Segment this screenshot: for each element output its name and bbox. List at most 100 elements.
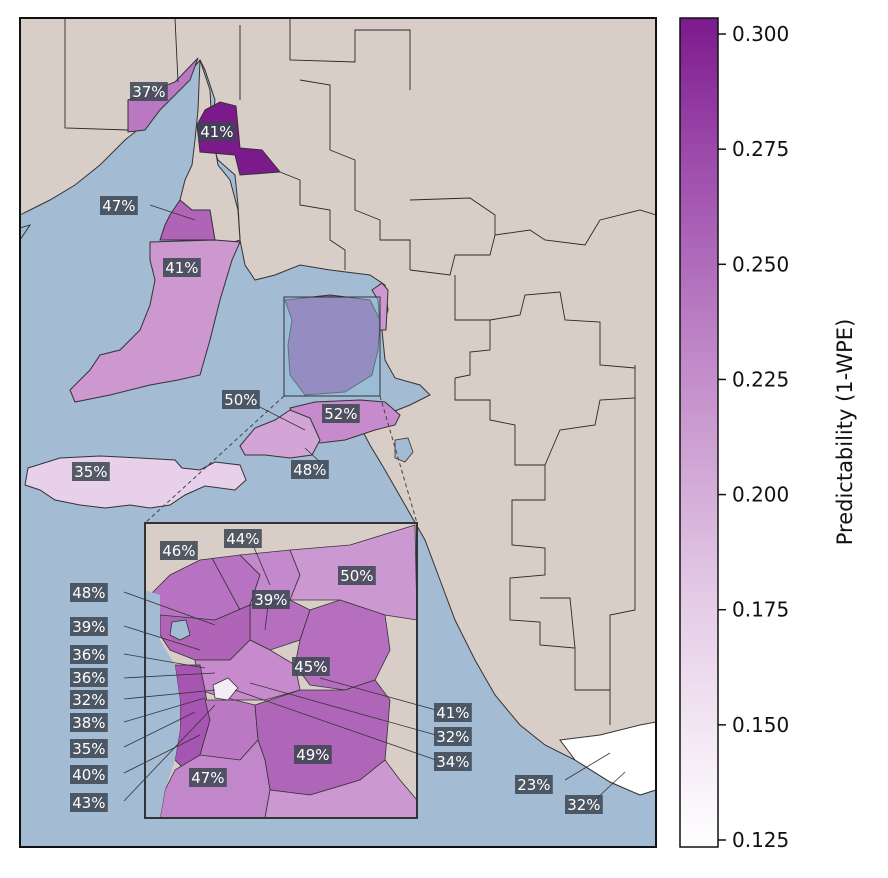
region-label-r32-southeast: 32% <box>565 795 603 814</box>
inset-estuary <box>169 619 191 641</box>
inset-region-label-8: 36% <box>70 668 108 687</box>
colorbar-tick-label: 0.150 <box>732 713 789 737</box>
region-41-yorke <box>69 239 241 403</box>
label-text: 41% <box>200 123 233 141</box>
label-text: 36% <box>72 646 105 664</box>
label-text: 35% <box>72 740 105 758</box>
label-text: 45% <box>294 658 327 676</box>
colorbar-tick-label: 0.225 <box>732 367 789 391</box>
label-box <box>515 775 553 794</box>
region-label-r48-fleurieu: 48% <box>291 460 329 479</box>
inset-region-label-6: 36% <box>70 645 108 664</box>
region-label-r52: 52% <box>322 404 360 423</box>
label-box <box>434 752 472 771</box>
label-text: 39% <box>72 618 105 636</box>
label-box <box>70 645 108 664</box>
inset-region-label-2: 50% <box>338 566 376 585</box>
label-box <box>252 590 290 609</box>
label-box <box>434 703 472 722</box>
boundaries <box>20 18 656 725</box>
region-label-r35-kangaroo: 35% <box>72 462 110 481</box>
zoom-extent-box <box>283 296 381 397</box>
label-box <box>434 727 472 746</box>
label-box <box>160 541 198 560</box>
label-text: 40% <box>72 766 105 784</box>
inset-region-label-5: 39% <box>70 617 108 636</box>
label-box <box>294 745 332 764</box>
label-box <box>322 404 360 423</box>
inset-region-label-15: 49% <box>294 745 332 764</box>
inset-map <box>123 522 437 819</box>
inset-leader-lines <box>123 544 437 802</box>
zoom-connector-left <box>144 395 285 524</box>
colorbar-label: Predictability (1-WPE) <box>833 319 857 546</box>
inset-region-label-7: 45% <box>292 657 330 676</box>
label-box <box>72 462 110 481</box>
map-border <box>19 17 657 848</box>
zoom-connector-right <box>379 395 418 524</box>
label-box <box>198 122 236 141</box>
label-text: 50% <box>340 567 373 585</box>
region-fleurieu <box>239 409 321 459</box>
label-text: 32% <box>567 796 600 814</box>
inset-ocean-gulf <box>145 590 180 818</box>
label-box <box>130 82 168 101</box>
label-text: 34% <box>436 753 469 771</box>
inset-region-label-16: 41% <box>434 703 472 722</box>
inset-region-label-11: 35% <box>70 739 108 758</box>
region-label-r41-north: 41% <box>198 122 236 141</box>
label-text: 32% <box>436 728 469 746</box>
colorbar-tick-label: 0.125 <box>732 828 789 852</box>
inset-region-label-4: 48% <box>70 583 108 602</box>
label-box <box>70 617 108 636</box>
label-box <box>291 460 329 479</box>
inset-region-label-17: 32% <box>434 727 472 746</box>
region-label-r37: 37% <box>130 82 168 101</box>
label-text: 43% <box>72 794 105 812</box>
colorbar-ticks: 0.300 0.275 0.250 0.225 0.200 0.175 0.150 0.125 <box>718 22 789 852</box>
map-area <box>20 18 656 847</box>
label-box <box>70 739 108 758</box>
colorbar-tick-label: 0.175 <box>732 598 789 622</box>
label-text: 35% <box>74 463 107 481</box>
label-text: 37% <box>132 83 165 101</box>
region-47-yorke <box>159 199 216 241</box>
label-text: 48% <box>72 584 105 602</box>
colorbar-tick-label: 0.275 <box>732 137 789 161</box>
inset-region-label-3: 39% <box>252 590 290 609</box>
label-box <box>70 690 108 709</box>
label-box <box>70 765 108 784</box>
inset-region-south <box>264 759 417 818</box>
label-text: 32% <box>72 691 105 709</box>
inset-region-45 <box>294 599 391 691</box>
label-box <box>222 390 260 409</box>
inset-region-label-10: 38% <box>70 713 108 732</box>
inset-region-label-12: 40% <box>70 765 108 784</box>
region-lake <box>394 437 414 463</box>
label-text: 23% <box>517 776 550 794</box>
inset-region-label-13: 43% <box>70 793 108 812</box>
inset-region-label-14: 47% <box>189 768 227 787</box>
inset-region-label-9: 32% <box>70 690 108 709</box>
region-adelaide-hills <box>284 294 381 396</box>
label-text: 48% <box>293 461 326 479</box>
label-box <box>224 529 262 548</box>
label-box <box>189 768 227 787</box>
label-text: 39% <box>254 591 287 609</box>
label-text: 44% <box>226 530 259 548</box>
region-label-r23: 23% <box>515 775 553 794</box>
colorbar-gradient <box>679 17 719 848</box>
label-text: 36% <box>72 669 105 687</box>
label-box <box>292 657 330 676</box>
label-text: 38% <box>72 714 105 732</box>
label-text: 47% <box>191 769 224 787</box>
label-box <box>70 713 108 732</box>
label-box <box>565 795 603 814</box>
label-box <box>338 566 376 585</box>
label-box <box>70 793 108 812</box>
percent-labels: 37% 41% 47% 41% 50% 52% 48% 35% 23% 32% 46% 44% 50% 3… <box>70 82 603 814</box>
label-text: 41% <box>436 704 469 722</box>
label-text: 41% <box>165 259 198 277</box>
colorbar-tick-label: 0.300 <box>732 22 789 46</box>
